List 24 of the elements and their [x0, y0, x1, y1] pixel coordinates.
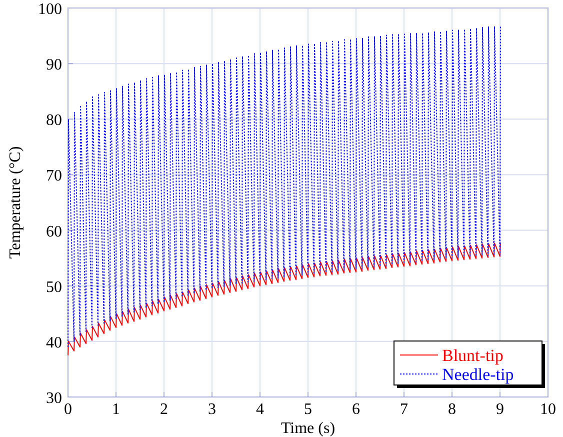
x-axis-title: Time (s) [280, 420, 336, 437]
x-tick-label: 8 [448, 401, 456, 418]
y-tick-label: 100 [38, 1, 62, 18]
y-axis-title: Temperature (°C) [7, 146, 24, 259]
x-tick-label: 3 [208, 401, 216, 418]
y-tick-label: 70 [46, 168, 62, 185]
y-tick-label: 60 [46, 223, 62, 240]
y-tick-label: 40 [46, 334, 62, 352]
y-tick-label: 90 [46, 56, 62, 74]
line-series [68, 25, 501, 348]
x-tick-label: 10 [540, 401, 556, 418]
x-tick-label: 9 [496, 401, 504, 418]
x-tick-label: 7 [400, 401, 408, 418]
x-tick-label: 6 [352, 401, 360, 418]
x-tick-label: 4 [256, 401, 264, 418]
y-tick-label: 50 [46, 278, 62, 296]
y-tick-label: 80 [46, 112, 62, 130]
x-tick-label: 5 [304, 401, 312, 418]
x-tick-label: 1 [112, 401, 120, 418]
x-tick-label: 0 [64, 401, 72, 418]
y-tick-label: 30 [46, 390, 62, 407]
x-tick-label: 2 [160, 401, 168, 418]
legend-label: Blunt-tip [442, 346, 504, 365]
legend-label: Needle-tip [442, 365, 514, 384]
